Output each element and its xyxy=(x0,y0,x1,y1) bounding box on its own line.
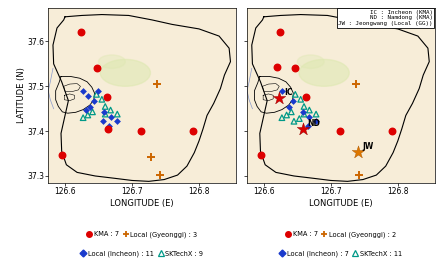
Point xyxy=(336,129,343,133)
X-axis label: LONGITUDE (E): LONGITUDE (E) xyxy=(110,199,173,208)
Point xyxy=(79,116,86,120)
Point xyxy=(93,66,100,70)
Point xyxy=(113,112,120,116)
Point xyxy=(300,104,307,109)
Point xyxy=(289,99,296,103)
Point xyxy=(102,112,109,116)
Legend: Local (Incheon) : 7, SKTechX : 11: Local (Incheon) : 7, SKTechX : 11 xyxy=(279,251,401,257)
Point xyxy=(148,155,155,159)
Point xyxy=(278,89,285,93)
Legend: Local (Incheon) : 11, SKTechX : 9: Local (Incheon) : 11, SKTechX : 9 xyxy=(81,251,203,257)
Point xyxy=(103,95,110,99)
Point xyxy=(113,119,120,123)
Point xyxy=(257,153,264,157)
Point xyxy=(302,95,309,99)
Point xyxy=(353,150,360,154)
Point xyxy=(297,97,304,101)
Point xyxy=(355,173,362,177)
Point xyxy=(85,94,92,98)
Point xyxy=(78,30,85,34)
Ellipse shape xyxy=(298,60,348,86)
Point xyxy=(298,127,305,131)
Point xyxy=(100,110,107,114)
Point xyxy=(351,82,358,86)
Point xyxy=(387,129,394,133)
Text: ND: ND xyxy=(307,118,319,128)
Point xyxy=(107,115,114,119)
Point xyxy=(283,113,290,117)
Point xyxy=(305,115,312,119)
Point xyxy=(90,99,97,103)
Point xyxy=(59,153,66,157)
Point xyxy=(98,97,105,101)
Text: IC : Incheon (KMA)
ND : Namdong (KMA)
JW : Jeongwang (Local (GG)): IC : Incheon (KMA) ND : Namdong (KMA) JW… xyxy=(337,10,432,26)
Point xyxy=(312,112,319,116)
Point xyxy=(276,30,283,34)
X-axis label: LONGITUDE (E): LONGITUDE (E) xyxy=(308,199,372,208)
Point xyxy=(84,113,91,117)
Point xyxy=(290,119,297,123)
Point xyxy=(278,116,285,120)
Point xyxy=(104,127,111,132)
Point xyxy=(106,124,113,128)
Point xyxy=(79,89,86,93)
Text: IC: IC xyxy=(283,88,292,97)
Ellipse shape xyxy=(297,55,323,68)
Point xyxy=(287,110,294,114)
Point xyxy=(102,104,109,109)
Point xyxy=(285,105,292,109)
Point xyxy=(291,92,298,97)
Point xyxy=(189,129,196,133)
Point xyxy=(138,129,145,133)
Y-axis label: LATITUDE (N): LATITUDE (N) xyxy=(17,67,26,123)
Point xyxy=(304,124,311,128)
Point xyxy=(305,108,312,112)
Point xyxy=(107,108,114,112)
Point xyxy=(153,82,160,86)
Point xyxy=(298,110,305,114)
Point xyxy=(82,108,89,112)
Point xyxy=(89,110,96,114)
Point xyxy=(295,116,302,121)
Point xyxy=(312,119,319,123)
Point xyxy=(291,66,298,70)
Text: JW: JW xyxy=(361,142,373,151)
Point xyxy=(156,173,163,177)
Point xyxy=(93,92,100,97)
Point xyxy=(275,96,282,100)
Point xyxy=(273,65,280,69)
Ellipse shape xyxy=(98,55,125,68)
Point xyxy=(99,119,106,123)
Point xyxy=(87,105,94,109)
Point xyxy=(300,112,307,116)
Point xyxy=(94,89,101,93)
Ellipse shape xyxy=(100,60,150,86)
